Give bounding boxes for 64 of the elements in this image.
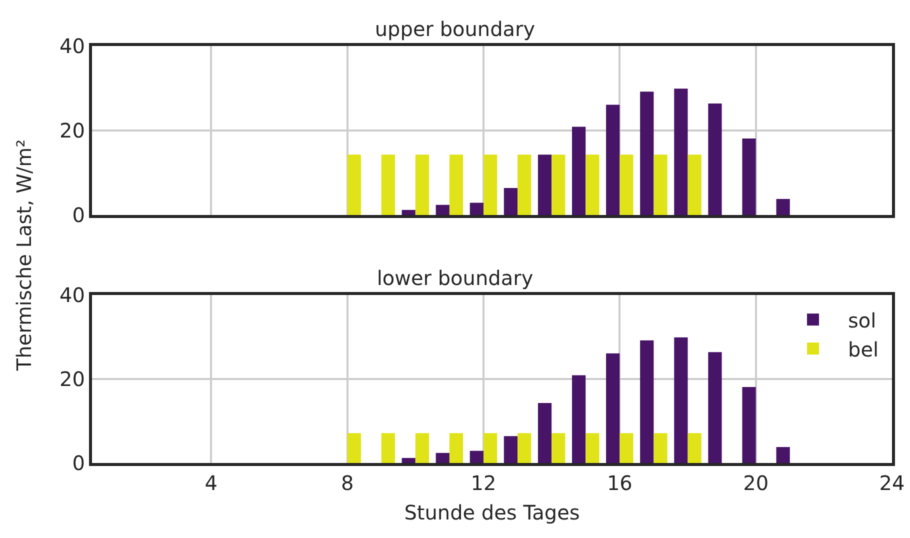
bar xyxy=(415,433,430,463)
bar xyxy=(606,104,620,215)
bar xyxy=(552,154,566,215)
bar xyxy=(402,458,416,463)
x-tick-label: 20 xyxy=(743,471,769,495)
bar xyxy=(640,340,654,463)
bar xyxy=(449,154,464,215)
bar xyxy=(436,204,450,215)
bar xyxy=(436,452,450,463)
bar xyxy=(654,154,668,215)
y-tick-label: 20 xyxy=(60,367,85,391)
bar xyxy=(742,138,756,215)
bar xyxy=(708,103,722,215)
bar xyxy=(402,210,416,215)
bar xyxy=(415,154,430,215)
bar xyxy=(449,433,464,463)
x-tick-label: 16 xyxy=(606,471,632,495)
bar xyxy=(381,433,395,463)
bar xyxy=(776,447,790,463)
bar xyxy=(552,433,566,463)
bar xyxy=(586,433,600,463)
bar xyxy=(470,202,484,215)
y-tick-label: 40 xyxy=(60,34,85,58)
bar xyxy=(776,198,790,215)
bar xyxy=(674,88,688,215)
bar xyxy=(606,353,620,463)
bar xyxy=(518,154,532,215)
bar xyxy=(518,433,532,463)
y-tick-label: 20 xyxy=(60,118,85,142)
bar xyxy=(688,433,702,463)
chart-title: upper boundary xyxy=(374,17,536,41)
bar xyxy=(640,92,654,215)
bar xyxy=(654,433,668,463)
legend-label: sol xyxy=(848,308,876,332)
bar xyxy=(572,126,586,215)
bar xyxy=(586,154,600,215)
y-tick-label: 0 xyxy=(72,203,85,227)
bar xyxy=(538,154,552,215)
bar xyxy=(572,375,586,463)
y-tick-label: 40 xyxy=(60,283,85,307)
x-tick-label: 4 xyxy=(204,471,218,495)
bar xyxy=(620,433,634,463)
bar xyxy=(674,337,688,463)
y-axis-title: Thermische Last, W/m² xyxy=(12,139,36,371)
bar xyxy=(620,154,634,215)
legend-label: bel xyxy=(848,337,879,362)
x-tick-label: 24 xyxy=(879,471,905,495)
bar xyxy=(504,188,518,215)
bar xyxy=(483,433,498,463)
bar xyxy=(347,154,361,215)
x-axis-title: Stunde des Tages xyxy=(404,500,580,524)
x-tick-label: 8 xyxy=(340,471,354,495)
bar xyxy=(538,402,552,463)
bar xyxy=(470,450,484,463)
y-tick-label: 0 xyxy=(72,451,85,475)
bar xyxy=(742,386,756,463)
bar xyxy=(688,154,702,215)
bar xyxy=(347,433,361,463)
chart-title: lower boundary xyxy=(376,266,534,290)
bar xyxy=(708,352,722,463)
x-tick-label: 12 xyxy=(470,471,496,495)
bar xyxy=(381,154,395,215)
bar xyxy=(504,436,518,463)
bar xyxy=(483,154,498,215)
